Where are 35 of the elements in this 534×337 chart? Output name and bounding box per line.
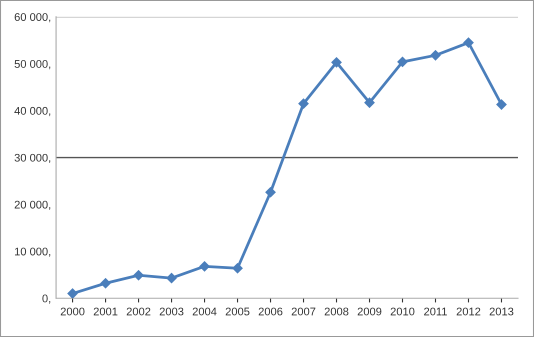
- point: [100, 278, 111, 288]
- y-tick-label: 0,: [42, 294, 50, 304]
- y-tick-label: 20 000,: [14, 200, 50, 210]
- x-tick-label: 2005: [226, 308, 250, 316]
- x-tick-label: 2010: [390, 308, 414, 316]
- point: [166, 272, 177, 284]
- point: [331, 57, 342, 68]
- x-tick-label: 2011: [424, 308, 447, 316]
- x-tick-label: 2000: [60, 308, 84, 316]
- x-tick-label: 2012: [456, 308, 480, 316]
- point: [463, 38, 474, 48]
- y-tick-label: 10 000,: [14, 248, 50, 257]
- x-tick-label: 2006: [258, 308, 282, 316]
- point: [430, 50, 441, 60]
- point: [298, 98, 309, 109]
- x-tick-label: 2004: [192, 308, 217, 316]
- y-tick-label: 40 000,: [14, 106, 50, 116]
- point: [67, 288, 78, 298]
- point: [265, 187, 276, 198]
- x-tick-label: 2001: [94, 308, 118, 316]
- point: [133, 270, 144, 280]
- x-tick-label: 2002: [126, 308, 150, 316]
- point: [496, 99, 507, 110]
- x-tick-label: 2003: [160, 308, 184, 316]
- x-tick-label: 2009: [358, 308, 382, 316]
- point: [232, 263, 243, 274]
- point: [397, 56, 408, 67]
- y-tick-label: 30 000,: [14, 154, 50, 163]
- y-tick-label: 50 000,: [14, 60, 50, 70]
- x-tick-label: 2007: [292, 308, 316, 316]
- y-tick-label: 60 000,: [14, 13, 50, 22]
- point: [364, 98, 375, 108]
- point: [199, 261, 210, 272]
- x-tick-label: 2008: [324, 308, 348, 316]
- x-tick-label: 2013: [490, 308, 514, 316]
